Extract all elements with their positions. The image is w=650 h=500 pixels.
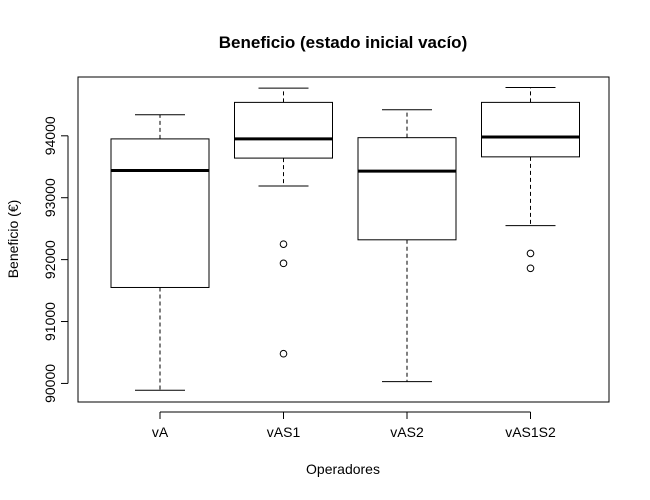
box-iqr: [234, 101, 333, 159]
box-vAS2: [357, 109, 457, 383]
x-tick-label: vAS2: [390, 424, 424, 440]
outlier-point: [526, 264, 535, 273]
x-tick-label: vAS1: [267, 424, 301, 440]
boxes: [110, 87, 580, 391]
box-iqr: [481, 101, 580, 158]
y-tick-label: 93000: [42, 178, 58, 217]
x-axis-label: Operadores: [306, 461, 380, 477]
y-tick-label: 90000: [42, 364, 58, 403]
box-vAS1: [234, 87, 333, 358]
outlier-point: [526, 249, 535, 258]
y-tick-label: 91000: [42, 302, 58, 341]
y-axis: 90000 91000 92000 93000 94000: [42, 116, 69, 403]
y-tick-label: 94000: [42, 116, 58, 155]
outlier-point: [279, 349, 288, 358]
box-vA: [110, 114, 210, 391]
box-iqr: [357, 137, 457, 241]
y-axis-label: Beneficio (€): [5, 200, 21, 279]
box-vAS1S2: [481, 87, 580, 273]
y-tick-label: 92000: [42, 240, 58, 279]
outlier-point: [279, 240, 288, 248]
box-iqr: [110, 138, 210, 288]
plot-frame: [77, 76, 610, 403]
x-axis: vA vAS1 vAS2 vAS1S2: [152, 411, 556, 440]
x-tick-label: vAS1S2: [505, 424, 556, 440]
chart-title: Beneficio (estado inicial vacío): [219, 33, 467, 52]
outlier-point: [279, 259, 288, 268]
x-tick-label: vA: [152, 424, 169, 440]
